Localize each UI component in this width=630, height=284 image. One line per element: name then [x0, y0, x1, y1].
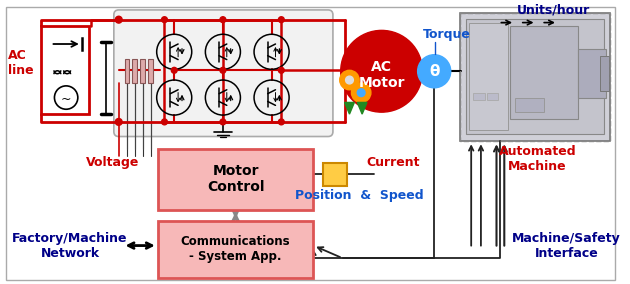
Text: Automated
Machine: Automated Machine: [498, 145, 576, 173]
Polygon shape: [345, 103, 354, 114]
FancyBboxPatch shape: [114, 10, 333, 137]
Circle shape: [346, 76, 353, 84]
Circle shape: [418, 55, 450, 88]
FancyBboxPatch shape: [158, 149, 314, 210]
Circle shape: [115, 118, 122, 125]
FancyBboxPatch shape: [487, 93, 498, 101]
Text: ~: ~: [61, 93, 71, 106]
Circle shape: [220, 17, 226, 23]
FancyBboxPatch shape: [473, 93, 485, 101]
Circle shape: [352, 83, 371, 103]
FancyBboxPatch shape: [140, 59, 145, 83]
FancyBboxPatch shape: [41, 26, 89, 114]
FancyBboxPatch shape: [148, 59, 153, 83]
Text: θ: θ: [429, 64, 439, 79]
Circle shape: [161, 119, 168, 125]
Text: Position  &  Speed: Position & Speed: [295, 189, 423, 202]
Circle shape: [115, 16, 122, 23]
FancyBboxPatch shape: [469, 23, 508, 130]
FancyBboxPatch shape: [466, 19, 604, 133]
Text: Units/hour: Units/hour: [517, 3, 590, 16]
Text: Torque: Torque: [423, 28, 471, 41]
FancyBboxPatch shape: [510, 26, 578, 119]
FancyBboxPatch shape: [158, 221, 314, 278]
Polygon shape: [357, 103, 367, 114]
Text: AC
line: AC line: [8, 49, 33, 78]
Circle shape: [220, 119, 226, 125]
FancyBboxPatch shape: [578, 49, 605, 98]
Circle shape: [161, 17, 168, 23]
Circle shape: [340, 70, 359, 90]
FancyBboxPatch shape: [323, 163, 346, 186]
Circle shape: [220, 67, 226, 73]
FancyBboxPatch shape: [6, 7, 616, 280]
Text: Communications
- System App.: Communications - System App.: [181, 235, 290, 264]
FancyBboxPatch shape: [515, 98, 544, 112]
Circle shape: [357, 89, 365, 97]
Circle shape: [278, 17, 284, 23]
Text: Factory/Machine
Network: Factory/Machine Network: [12, 231, 128, 260]
Circle shape: [171, 67, 177, 73]
Text: AC
Motor: AC Motor: [358, 60, 405, 90]
Text: Motor
Control: Motor Control: [207, 164, 265, 195]
FancyBboxPatch shape: [459, 13, 610, 141]
Text: Machine/Safety
Interface: Machine/Safety Interface: [512, 231, 621, 260]
FancyBboxPatch shape: [132, 59, 137, 83]
Circle shape: [341, 30, 423, 112]
FancyBboxPatch shape: [125, 59, 129, 83]
Text: Current: Current: [367, 156, 420, 169]
Circle shape: [278, 67, 284, 73]
Text: Voltage: Voltage: [86, 156, 140, 169]
Circle shape: [278, 119, 284, 125]
FancyBboxPatch shape: [600, 56, 609, 91]
